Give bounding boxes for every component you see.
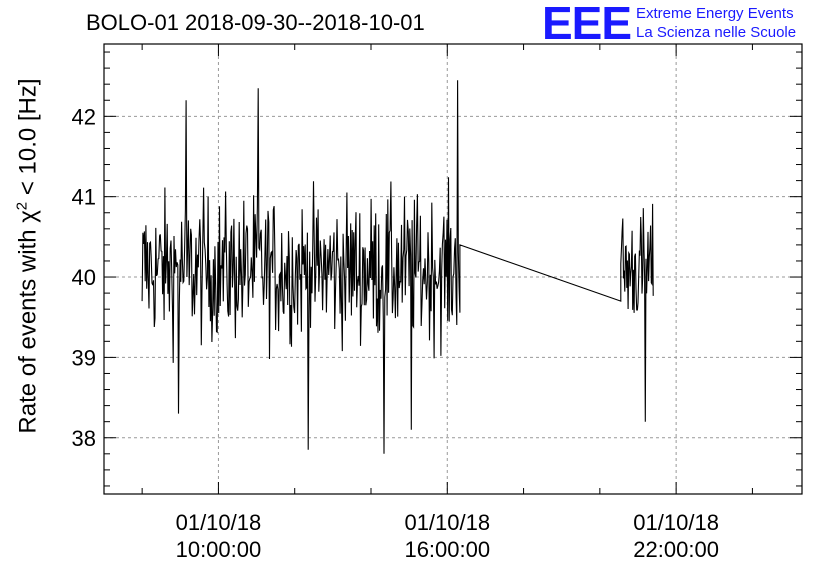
x-tick-label-date: 01/10/18 [404, 510, 490, 535]
y-tick-label: 42 [72, 104, 96, 129]
rate-series-line [141, 80, 654, 454]
logo-line-1: Extreme Energy Events [636, 5, 794, 22]
plot-frame [103, 43, 803, 495]
eee-logo: EEE [542, 0, 632, 49]
logo-line-2: La Scienza nelle Scuole [636, 24, 797, 41]
y-tick-label: 40 [72, 265, 96, 290]
y-tick-label: 41 [72, 185, 96, 210]
x-tick-label-date: 01/10/18 [176, 510, 262, 535]
x-tick-label-date: 01/10/18 [633, 510, 719, 535]
y-tick-label: 38 [72, 426, 96, 451]
chart-title: BOLO-01 2018-09-30--2018-10-01 [86, 10, 425, 35]
x-tick-label-time: 22:00:00 [633, 537, 719, 562]
x-tick-label-time: 16:00:00 [404, 537, 490, 562]
x-tick-label-time: 10:00:00 [176, 537, 262, 562]
y-tick-label: 39 [72, 345, 96, 370]
logo-caption: Extreme Energy Events La Scienza nelle S… [636, 4, 796, 42]
